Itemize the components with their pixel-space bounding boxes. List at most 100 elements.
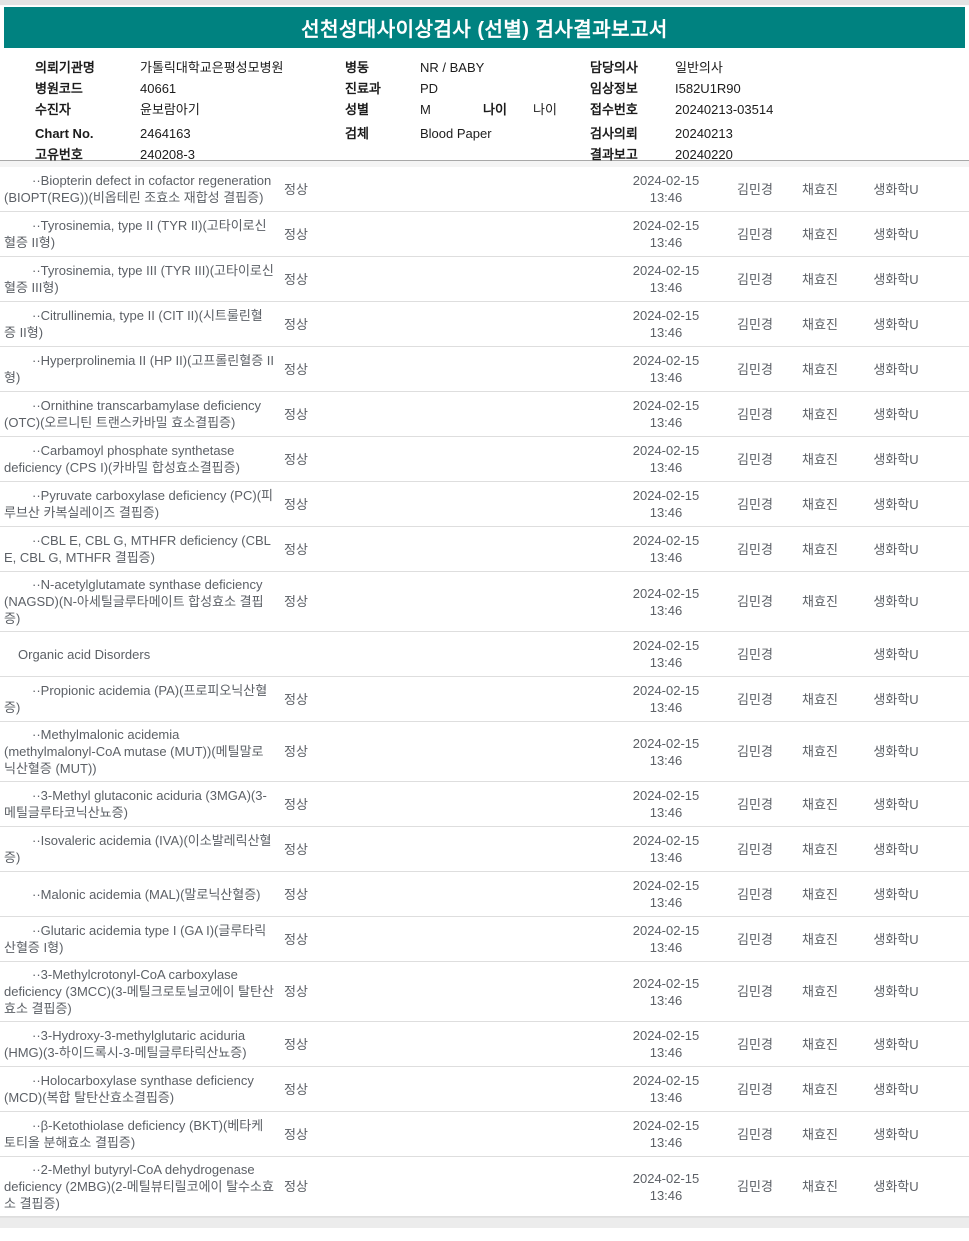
page-footer-strip (0, 1217, 969, 1228)
table-row: ··Methylmalonic acidemia (methylmalonyl-… (0, 722, 969, 782)
test-result: 정상 (284, 984, 308, 999)
report-time: 13:46 (649, 602, 683, 618)
report-time: 13:46 (649, 700, 683, 715)
test-name: ··Malonic acidemia (MAL)(말로닉산혈증) (32, 886, 261, 902)
report-datetime: 2024-02-15 13:46 (610, 532, 722, 566)
tester-name: 김민경 (737, 646, 773, 662)
field-label: 검사의뢰 (590, 126, 638, 141)
tester-name: 김민경 (737, 1036, 773, 1052)
reviewer-name: 채효진 (802, 226, 838, 242)
report-title-bar: 선천성대사이상검사 (선별) 검사결과보고서 (4, 7, 965, 48)
page-title: 선천성대사이상검사 (선별) 검사결과보고서 (301, 19, 668, 41)
report-time: 13:46 (649, 1187, 683, 1203)
table-row: ··3-Hydroxy-3-methylglutaric aciduria (H… (0, 1022, 969, 1067)
window-top-strip (0, 0, 969, 6)
test-name: ··CBL E, CBL G, MTHFR deficiency (CBL E,… (4, 533, 271, 565)
tester-name: 김민경 (737, 691, 773, 707)
test-name: ··3-Methylcrotonyl-CoA carboxylase defic… (4, 967, 274, 1016)
field-value: 일반의사 (675, 60, 723, 75)
table-row: ··Tyrosinemia, type II (TYR II)(고타이로신혈증 … (0, 212, 969, 257)
report-date: 2024-02-15 (632, 398, 700, 413)
department-name: 생화학U (873, 316, 919, 332)
department-name: 생화학U (873, 594, 919, 609)
info-row: 병동 NR / BABY (345, 57, 585, 78)
report-datetime: 2024-02-15 13:46 (610, 352, 722, 386)
department-name: 생화학U (873, 646, 919, 662)
field-value: 2464163 (140, 126, 191, 141)
info-row: 병원코드 40661 (35, 78, 340, 99)
report-date: 2024-02-15 (632, 353, 700, 368)
test-name: ··Biopterin defect in cofactor regenerat… (4, 173, 272, 205)
test-name: ··N-acetylglutamate synthase deficiency … (4, 577, 264, 626)
reviewer-name: 채효진 (802, 796, 838, 812)
report-time: 13:46 (649, 370, 683, 385)
tester-name: 김민경 (737, 226, 773, 242)
tester-name: 김민경 (737, 541, 773, 557)
table-row: ··Tyrosinemia, type III (TYR III)(고타이로신혈… (0, 257, 969, 302)
tester-name: 김민경 (737, 406, 773, 422)
test-name: ··Pyruvate carboxylase deficiency (PC)(피… (4, 488, 273, 520)
info-row: 진료과 PD (345, 78, 585, 99)
report-time: 13:46 (649, 655, 683, 670)
report-date: 2024-02-15 (632, 263, 700, 278)
reviewer-name: 채효진 (802, 541, 838, 557)
report-time: 13:46 (649, 1045, 683, 1060)
test-result: 정상 (284, 496, 308, 512)
reviewer-name: 채효진 (802, 451, 838, 467)
field-value: 40661 (140, 81, 177, 96)
info-row: 고유번호 240208-3 (35, 144, 340, 165)
tester-name: 김민경 (737, 931, 773, 947)
report-time: 13:46 (649, 992, 683, 1008)
tester-name: 김민경 (737, 1179, 773, 1194)
report-date: 2024-02-15 (632, 638, 700, 653)
test-name: ··β-Ketothiolase deficiency (BKT)(베타케토티올… (4, 1118, 264, 1150)
test-name: ··2-Methyl butyryl-CoA dehydrogenase def… (4, 1162, 274, 1211)
report-date: 2024-02-15 (632, 975, 700, 991)
report-time: 13:46 (649, 895, 683, 910)
report-date: 2024-02-15 (632, 1118, 700, 1133)
info-row: 담당의사 일반의사 (590, 57, 960, 78)
test-name: Organic acid Disorders (18, 646, 151, 662)
info-row: 결과보고 20240220 (590, 144, 960, 165)
info-column-right: 담당의사 일반의사 임상정보 I582U1R90 접수번호 20240213-0… (590, 57, 960, 165)
field-value: 가톨릭대학교은평성모병원 (140, 60, 284, 75)
field-label: 성별 (345, 102, 369, 117)
test-result: 정상 (284, 541, 308, 557)
report-datetime: 2024-02-15 13:46 (610, 787, 722, 821)
results-table: ··Biopterin defect in cofactor regenerat… (0, 167, 969, 1217)
table-row: ··CBL E, CBL G, MTHFR deficiency (CBL E,… (0, 527, 969, 572)
report-date: 2024-02-15 (632, 833, 700, 848)
department-name: 생화학U (873, 1126, 919, 1142)
table-row: ··β-Ketothiolase deficiency (BKT)(베타케토티올… (0, 1112, 969, 1157)
tester-name: 김민경 (737, 451, 773, 467)
field-value: 나이 (533, 102, 557, 117)
table-row: ··2-Methyl butyryl-CoA dehydrogenase def… (0, 1157, 969, 1217)
info-row: 접수번호 20240213-03514 (590, 99, 960, 120)
department-name: 생화학U (873, 1081, 919, 1097)
report-date: 2024-02-15 (632, 683, 700, 698)
field-value: PD (420, 81, 439, 96)
report-date: 2024-02-15 (632, 923, 700, 938)
table-row: ··N-acetylglutamate synthase deficiency … (0, 572, 969, 632)
report-time: 13:46 (649, 752, 683, 768)
department-name: 생화학U (873, 406, 919, 422)
table-row: ··Propionic acidemia (PA)(프로피오닉산혈증) 정상 2… (0, 677, 969, 722)
info-column-middle: 병동 NR / BABY 진료과 PD 성별 M 나이 나이 검체 Blood … (345, 57, 585, 144)
test-name: ··Citrullinemia, type II (CIT II)(시트룰린혈증… (4, 308, 263, 340)
report-time: 13:46 (649, 325, 683, 340)
tester-name: 김민경 (737, 1126, 773, 1142)
test-name: ··Glutaric acidemia type I (GA I)(글루타릭산혈… (4, 923, 267, 955)
info-row: 의뢰기관명 가톨릭대학교은평성모병원 (35, 57, 340, 78)
report-time: 13:46 (649, 415, 683, 430)
tester-name: 김민경 (737, 181, 773, 197)
department-name: 생화학U (873, 1179, 919, 1194)
test-name: ··Carbamoyl phosphate synthetase deficie… (4, 443, 240, 475)
reviewer-name: 채효진 (802, 271, 838, 287)
test-result: 정상 (284, 1126, 308, 1142)
field-label: 나이 (483, 102, 507, 117)
test-result: 정상 (284, 931, 308, 947)
report-datetime: 2024-02-15 13:46 (610, 307, 722, 341)
report-datetime: 2024-02-15 13:46 (610, 922, 722, 956)
test-result: 정상 (284, 1036, 308, 1052)
report-date: 2024-02-15 (632, 585, 700, 601)
